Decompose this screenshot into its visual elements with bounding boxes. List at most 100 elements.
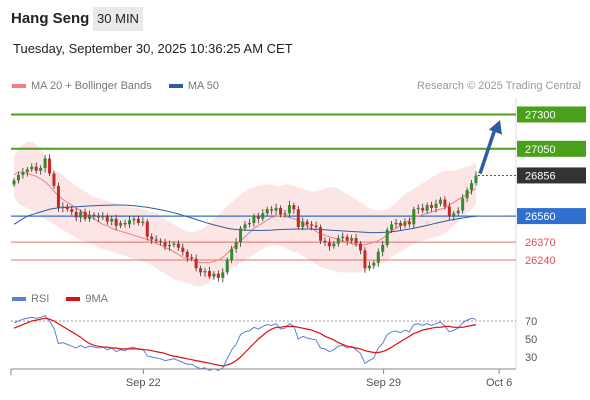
time-tick-label: Oct 6 bbox=[486, 377, 512, 389]
time-tick-label: Sep 22 bbox=[126, 377, 161, 389]
candle-body bbox=[74, 211, 78, 218]
candle-body bbox=[25, 169, 29, 173]
timestamp: Tuesday, September 30, 2025 10:36:25 AM … bbox=[13, 41, 293, 56]
candle-body bbox=[279, 207, 283, 215]
resistance-label-27300: 27300 bbox=[525, 109, 556, 121]
candle-body bbox=[470, 183, 474, 190]
candle-body bbox=[119, 222, 123, 226]
candle-body bbox=[385, 229, 389, 245]
candle-body bbox=[101, 216, 105, 218]
candle-body bbox=[456, 210, 460, 214]
pivot-badge bbox=[517, 208, 586, 225]
legend-swatch-ma20 bbox=[12, 84, 26, 89]
candle-body bbox=[421, 207, 425, 211]
candle-body bbox=[425, 205, 429, 211]
candle-body bbox=[403, 221, 407, 226]
candle-body bbox=[105, 216, 109, 222]
candle-body bbox=[136, 218, 140, 223]
candle-body bbox=[132, 218, 136, 221]
legend-label-9ma: 9MA bbox=[85, 293, 109, 305]
bollinger-band-fill bbox=[14, 141, 476, 287]
candle-body bbox=[12, 180, 16, 185]
candle-body bbox=[407, 221, 411, 225]
candle-body bbox=[247, 222, 251, 225]
legend-item-9ma: 9MA bbox=[66, 293, 108, 305]
candle-body bbox=[265, 209, 269, 214]
candle-body bbox=[327, 242, 331, 247]
legend-swatch-rsi bbox=[12, 297, 26, 302]
candle-body bbox=[110, 218, 114, 222]
candle-body bbox=[363, 250, 367, 269]
last-price-label: 26856 bbox=[525, 170, 556, 182]
candle-body bbox=[239, 228, 243, 243]
candle-body bbox=[190, 257, 194, 259]
rsi-series-9ma bbox=[13, 317, 477, 367]
time-tick-label: Sep 29 bbox=[366, 377, 401, 389]
candle-body bbox=[323, 240, 327, 243]
instrument-title: Hang Seng bbox=[11, 10, 90, 27]
legend-swatch-ma50 bbox=[168, 84, 183, 89]
legend-item-ma20: MA 20 + Bollinger Bands bbox=[12, 80, 152, 92]
candle-body bbox=[310, 224, 314, 226]
resistance-badge-27050 bbox=[517, 140, 586, 157]
candle-body bbox=[447, 206, 451, 217]
candle-body bbox=[332, 243, 336, 247]
candle-body bbox=[176, 243, 180, 248]
rsi-tick-70: 70 bbox=[525, 316, 537, 328]
candle-body bbox=[154, 239, 158, 241]
candle-body bbox=[30, 166, 34, 170]
candle-body bbox=[305, 221, 309, 225]
candle-body bbox=[163, 242, 167, 247]
candle-body bbox=[230, 249, 234, 261]
chart-header: Hang Seng 30 MIN bbox=[0, 0, 590, 36]
candle-body bbox=[16, 174, 20, 181]
candle-body bbox=[252, 216, 256, 223]
candle-body bbox=[83, 211, 87, 219]
candle-body bbox=[376, 251, 380, 263]
rsi-tick-30: 30 bbox=[525, 352, 537, 364]
candle-body bbox=[216, 273, 220, 278]
research-credit: Research © 2025 Trading Central bbox=[416, 80, 581, 92]
candle-body bbox=[185, 251, 189, 258]
legend-label-ma20: MA 20 + Bollinger Bands bbox=[31, 80, 152, 92]
legend-item-rsi: RSI bbox=[12, 293, 49, 305]
support-label-26240: 26240 bbox=[525, 255, 556, 267]
candle-body bbox=[452, 213, 456, 217]
candle-body bbox=[430, 205, 434, 208]
rsi-panel: 70 50 30 bbox=[11, 314, 537, 372]
candle-body bbox=[301, 221, 305, 228]
candle-body bbox=[88, 214, 92, 219]
candle-body bbox=[52, 173, 56, 186]
legend-label-rsi: RSI bbox=[31, 293, 50, 305]
candle-body bbox=[394, 222, 398, 225]
candle-body bbox=[181, 247, 185, 252]
candle-body bbox=[167, 244, 171, 247]
candle-body bbox=[21, 172, 25, 175]
candle-body bbox=[56, 185, 60, 208]
candle-body bbox=[65, 206, 69, 210]
candle-body bbox=[367, 265, 371, 269]
candle-body bbox=[234, 242, 238, 250]
candle-body bbox=[336, 238, 340, 244]
candle-body bbox=[70, 209, 74, 212]
candle-body bbox=[79, 211, 83, 218]
candle-body bbox=[292, 205, 296, 210]
candle-body bbox=[261, 213, 265, 219]
candle-body bbox=[221, 272, 225, 278]
candle-body bbox=[341, 236, 345, 239]
timeframe-badge[interactable]: 30 MIN bbox=[93, 7, 143, 31]
projection-arrow-head bbox=[488, 119, 502, 135]
candle-body bbox=[398, 222, 402, 226]
candle-body bbox=[390, 224, 394, 230]
pivot-label: 26560 bbox=[525, 211, 556, 223]
projection bbox=[478, 119, 502, 175]
projection-arrow-shaft bbox=[478, 125, 498, 175]
candle-body bbox=[212, 273, 216, 277]
candle-body bbox=[243, 224, 247, 229]
candle-body bbox=[48, 158, 52, 174]
bollinger-band-area bbox=[14, 141, 476, 287]
candle-body bbox=[283, 213, 287, 215]
candle-body bbox=[274, 207, 278, 211]
legend-swatch-9ma bbox=[66, 297, 81, 302]
